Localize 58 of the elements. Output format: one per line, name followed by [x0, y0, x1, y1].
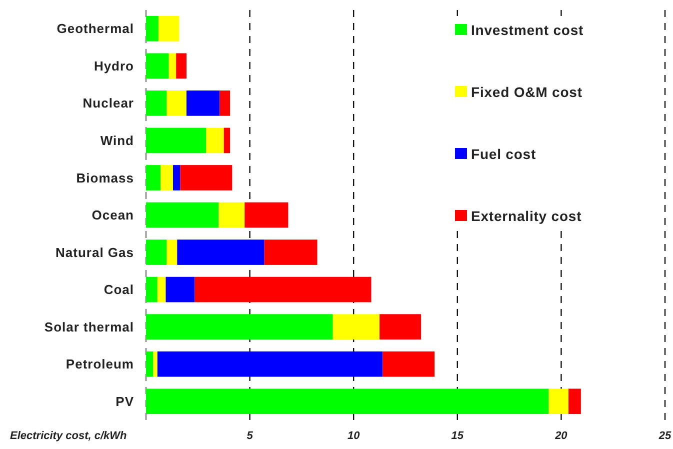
y-tick-label: Geothermal [56, 21, 134, 36]
legend-label: Fuel cost [471, 146, 536, 162]
bar [146, 165, 161, 190]
bar [146, 53, 169, 79]
bar [146, 128, 206, 154]
x-axis-title: Electricity cost, c/kWh [10, 430, 128, 442]
bar [146, 16, 158, 42]
legend-label: Investment cost [471, 22, 584, 38]
bar [158, 16, 180, 42]
x-tick-label: 25 [658, 430, 672, 442]
bar [168, 53, 176, 79]
bar [548, 388, 568, 414]
bar [180, 165, 232, 190]
bar [224, 128, 230, 154]
bar [332, 314, 380, 340]
x-tick-label: 20 [554, 430, 568, 442]
bar [194, 276, 372, 302]
bar [218, 202, 245, 228]
x-tick-label: 10 [347, 430, 361, 442]
y-tick-label: Natural Gas [56, 244, 134, 260]
y-tick-label: Petroleum [66, 356, 134, 372]
bar [160, 165, 173, 190]
bar [146, 351, 154, 377]
bar [146, 388, 549, 414]
bar [220, 90, 230, 116]
bar [206, 128, 224, 154]
y-tick-label: Biomass [76, 170, 134, 186]
bar [568, 388, 581, 414]
legend-label: Fixed O&M cost [471, 84, 582, 100]
bar [176, 53, 186, 79]
y-tick-label: Coal [104, 282, 134, 298]
bar [166, 90, 186, 116]
y-tick-label: Solar thermal [44, 319, 134, 334]
bar [146, 90, 167, 116]
legend-label: Externality cost [471, 208, 582, 224]
y-tick-label: Ocean [92, 208, 134, 223]
bar [146, 276, 158, 302]
y-tick-label: Hydro [94, 58, 134, 74]
bar [166, 240, 178, 265]
bar [172, 165, 180, 190]
bar [244, 202, 288, 228]
x-tick-label: 5 [246, 430, 254, 442]
bar [157, 351, 383, 377]
bar [264, 240, 318, 265]
y-tick-label: Nuclear [82, 96, 134, 111]
bar [146, 202, 219, 228]
bar [382, 351, 435, 377]
bar [157, 276, 166, 302]
bar [177, 240, 264, 265]
y-tick-label: PV [116, 394, 134, 409]
y-tick-label: Wind [100, 133, 134, 148]
bar [153, 351, 158, 377]
x-tick-label: 15 [451, 430, 464, 442]
bar [146, 240, 167, 265]
bar [146, 314, 333, 340]
bar [380, 314, 422, 340]
bar [166, 276, 195, 302]
bar [186, 90, 220, 116]
